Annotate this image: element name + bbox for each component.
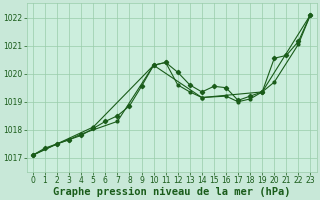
- X-axis label: Graphe pression niveau de la mer (hPa): Graphe pression niveau de la mer (hPa): [53, 186, 291, 197]
